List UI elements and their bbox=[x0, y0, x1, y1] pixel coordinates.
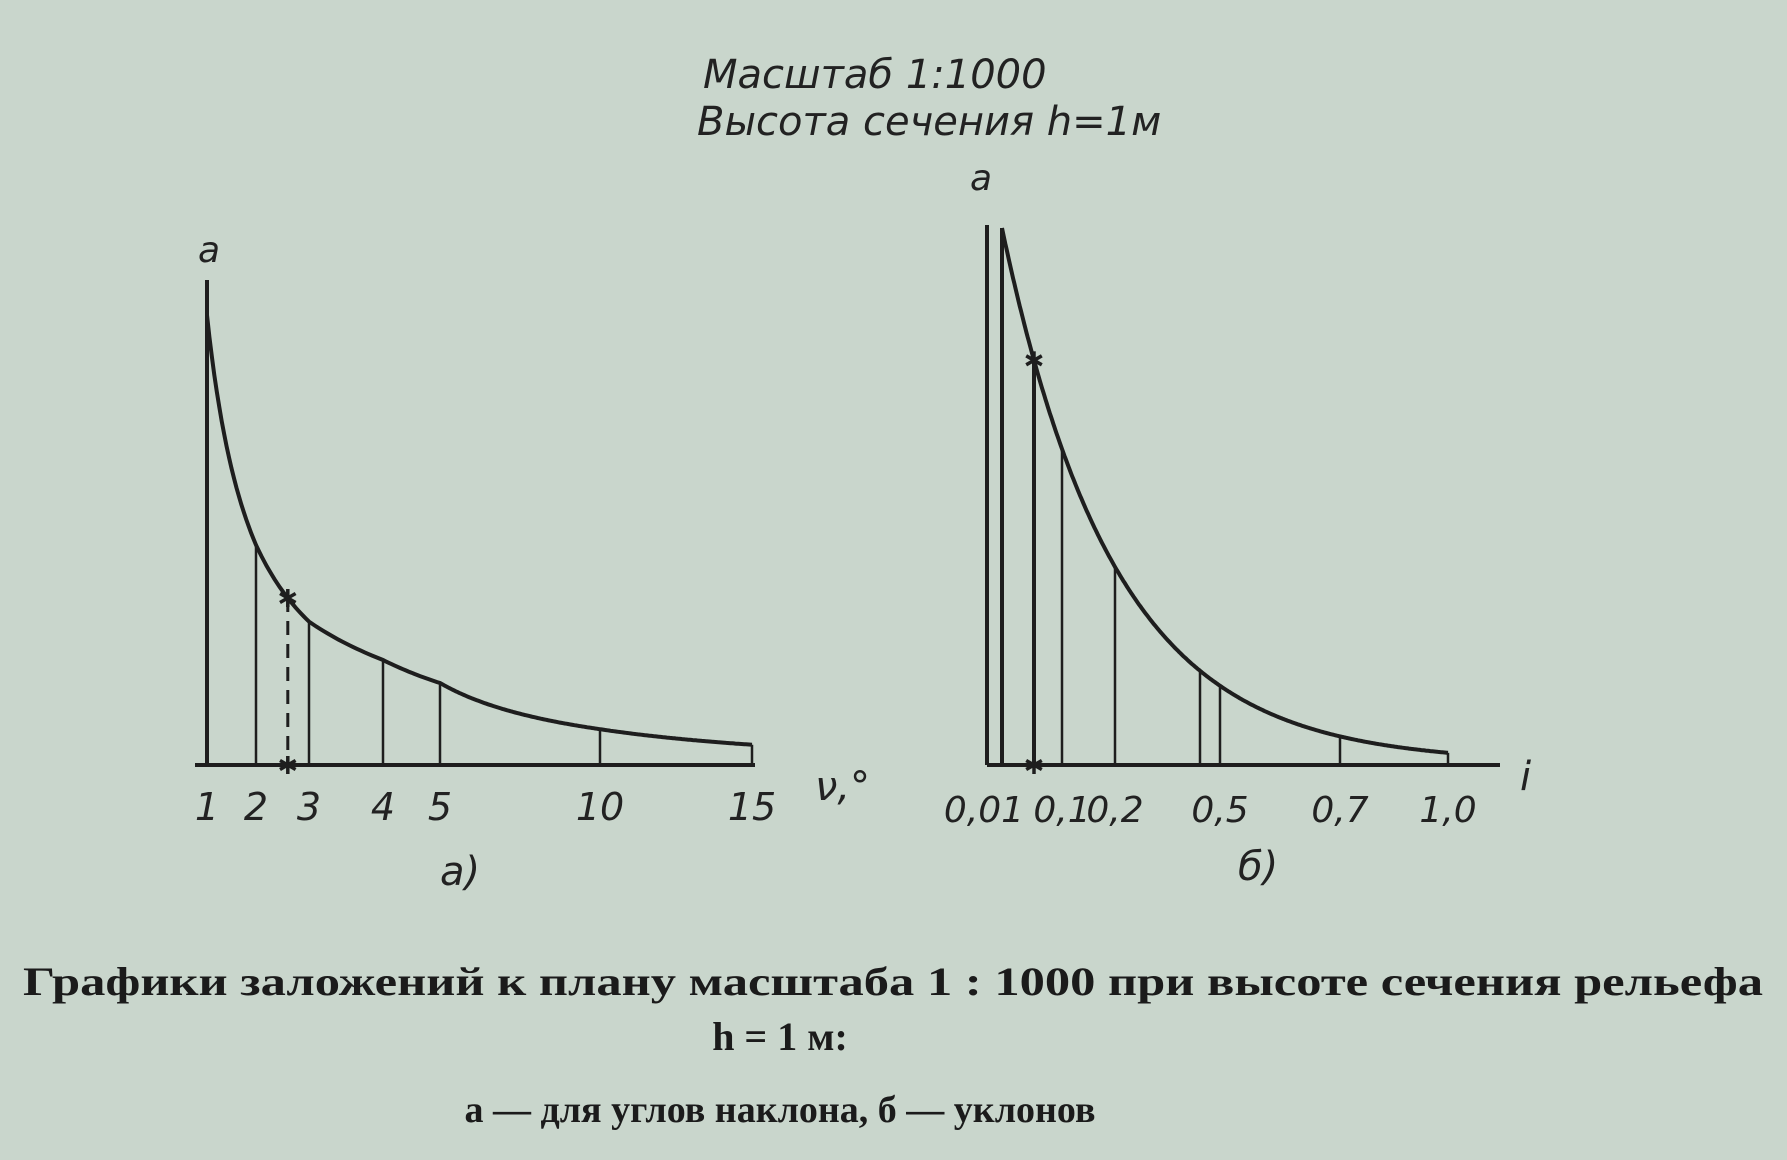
chart-a-tick-label: 1 bbox=[195, 785, 219, 829]
chart-b-marked-foot bbox=[1025, 756, 1043, 774]
chart-slope-angles: a ν,° а) 1 2 3 4 5 10 15 bbox=[195, 230, 870, 895]
section-height-label: Высота сечения h=1м bbox=[697, 99, 1161, 145]
chart-b-y-label: a bbox=[970, 158, 992, 199]
chart-b-x-label: i bbox=[1520, 754, 1531, 800]
figure-caption-line-2: h = 1 м: bbox=[712, 1014, 848, 1059]
chart-a-tick-label: 10 bbox=[576, 785, 624, 829]
chart-a-tick-label: 4 bbox=[371, 785, 395, 829]
chart-b-curve bbox=[1000, 227, 1449, 755]
chart-b-tick-label: 0,1 bbox=[1033, 790, 1090, 831]
figure-caption-line-1: Графики заложений к плану масштаба 1 : 1… bbox=[23, 959, 1763, 1004]
chart-a-tick-label: 3 bbox=[297, 785, 321, 829]
chart-a-curve bbox=[205, 314, 753, 747]
chart-b-tick-label: 0,5 bbox=[1191, 790, 1248, 831]
chart-a-tick-label: 5 bbox=[428, 785, 452, 829]
chart-b-tick-label: 1,0 bbox=[1419, 790, 1476, 831]
chart-a-x-label: ν,° bbox=[815, 764, 870, 810]
chart-a-marked-foot bbox=[279, 756, 297, 774]
figure-caption-line-3: а — для углов наклона, б — уклонов bbox=[464, 1089, 1095, 1131]
chart-a-panel-label: а) bbox=[440, 849, 480, 895]
chart-b-panel-label: б) bbox=[1238, 844, 1278, 890]
chart-b-marked-point bbox=[1025, 351, 1043, 370]
chart-b-tick-label: 0,7 bbox=[1311, 790, 1368, 831]
chart-slopes: a i б) 0,01 0,10,2 0,5 0,7 1,0 bbox=[944, 158, 1531, 890]
scale-label: Масштаб 1:1000 bbox=[703, 52, 1047, 98]
chart-b-tick-label: 0,2 bbox=[1086, 790, 1143, 831]
chart-a-tick-label: 15 bbox=[728, 785, 776, 829]
chart-a-tick-label: 2 bbox=[244, 785, 268, 829]
chart-a-marked-point bbox=[279, 589, 297, 608]
chart-a-y-label: a bbox=[198, 230, 220, 271]
chart-b-tick-label: 0,01 bbox=[944, 790, 1024, 831]
